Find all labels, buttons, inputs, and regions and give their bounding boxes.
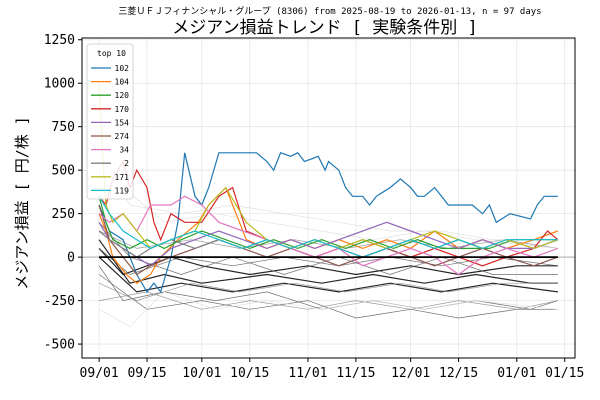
legend-label-170: 170: [115, 105, 130, 114]
legend-title: top 10: [97, 49, 126, 58]
x-tick-label: 01/15: [545, 366, 584, 381]
series-line-170: [98, 159, 559, 267]
x-tick-label: 11/15: [336, 366, 375, 381]
background-series-line: [98, 265, 559, 310]
legend-label-120: 120: [115, 91, 130, 100]
background-series-line: [98, 256, 558, 293]
chart-subtitle: 三菱ＵＦＪフィナンシャル・グループ (8306) from 2025-08-19…: [118, 5, 541, 17]
plot-frame: [81, 37, 576, 359]
background-series-line: [98, 152, 558, 241]
y-tick-label: 250: [52, 207, 75, 222]
x-tick-label: 09/01: [80, 366, 119, 381]
y-axis-label: メジアン損益 [ 円/株 ]: [13, 116, 31, 290]
x-tick-label: 12/15: [439, 366, 478, 381]
background-series-line: [98, 247, 558, 276]
legend-label-2: 2: [124, 159, 129, 168]
y-tick-label: 750: [52, 120, 75, 135]
x-tick-label: 10/15: [230, 366, 269, 381]
x-tick-label: 10/01: [182, 366, 221, 381]
background-series-line: [98, 117, 558, 249]
axes: -500 -250 0 250 500 750 1000 1250 09/01 09/15 10/0…: [44, 33, 585, 381]
legend-label-34: 34: [119, 146, 129, 155]
legend-label-154: 154: [115, 118, 130, 127]
x-tick-label: 11/01: [288, 366, 327, 381]
legend-label-171: 171: [115, 173, 130, 182]
background-series-line: [98, 239, 558, 284]
y-tick-label: 1250: [44, 33, 75, 48]
y-tick-label: -500: [44, 338, 75, 353]
background-series-line: [98, 230, 558, 249]
x-tick-label: 01/01: [497, 366, 536, 381]
series-line-171: [98, 83, 559, 250]
y-tick-label: 500: [52, 164, 75, 179]
legend-label-274: 274: [115, 132, 130, 141]
legend-box: [86, 43, 134, 200]
legend: top 10 102 104 120 170 154 274 34 2 171 119: [86, 43, 134, 200]
y-tick-label: 1000: [44, 77, 75, 92]
series-lines: [98, 83, 559, 294]
series-line-34: [98, 195, 559, 276]
background-series-line: [98, 274, 558, 319]
x-tick-label: 09/15: [127, 366, 166, 381]
chart-title: メジアン損益トレンド [ 実験条件別 ]: [172, 18, 478, 38]
y-tick-label: 0: [67, 251, 75, 266]
legend-label-104: 104: [115, 78, 130, 87]
legend-label-119: 119: [115, 186, 130, 195]
series-line-119: [98, 195, 558, 258]
y-tick-label: -250: [44, 294, 75, 309]
series-line-102: [98, 152, 558, 294]
background-series-line: [98, 291, 558, 328]
x-tick-label: 12/01: [391, 366, 430, 381]
legend-label-102: 102: [115, 64, 130, 73]
grid: [82, 38, 575, 358]
background-series-line: [99, 291, 558, 310]
